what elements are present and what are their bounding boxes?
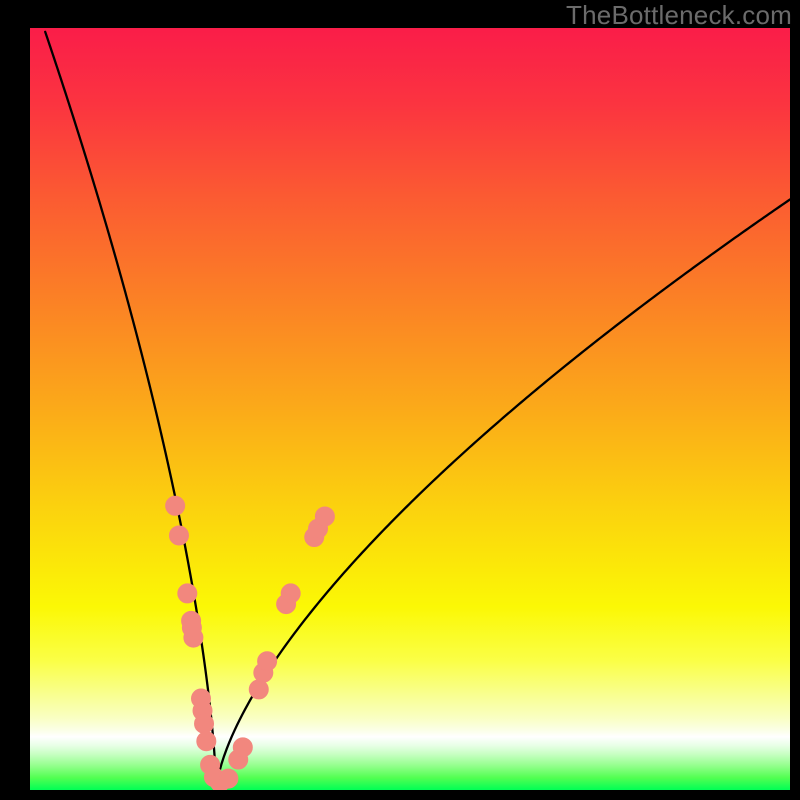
data-point	[258, 652, 277, 671]
watermark-text: TheBottleneck.com	[566, 0, 792, 31]
data-point	[233, 738, 252, 757]
data-point	[166, 496, 185, 515]
data-point	[195, 714, 214, 733]
chart-stage: TheBottleneck.com	[0, 0, 800, 800]
data-point	[315, 507, 334, 526]
data-point	[219, 769, 238, 788]
curve-layer	[30, 28, 790, 790]
data-point	[178, 584, 197, 603]
data-point	[197, 732, 216, 751]
data-point	[281, 584, 300, 603]
data-point	[249, 680, 268, 699]
plot-area	[30, 28, 790, 790]
data-point	[182, 618, 201, 637]
bottleneck-curve	[45, 32, 790, 790]
data-point	[169, 526, 188, 545]
